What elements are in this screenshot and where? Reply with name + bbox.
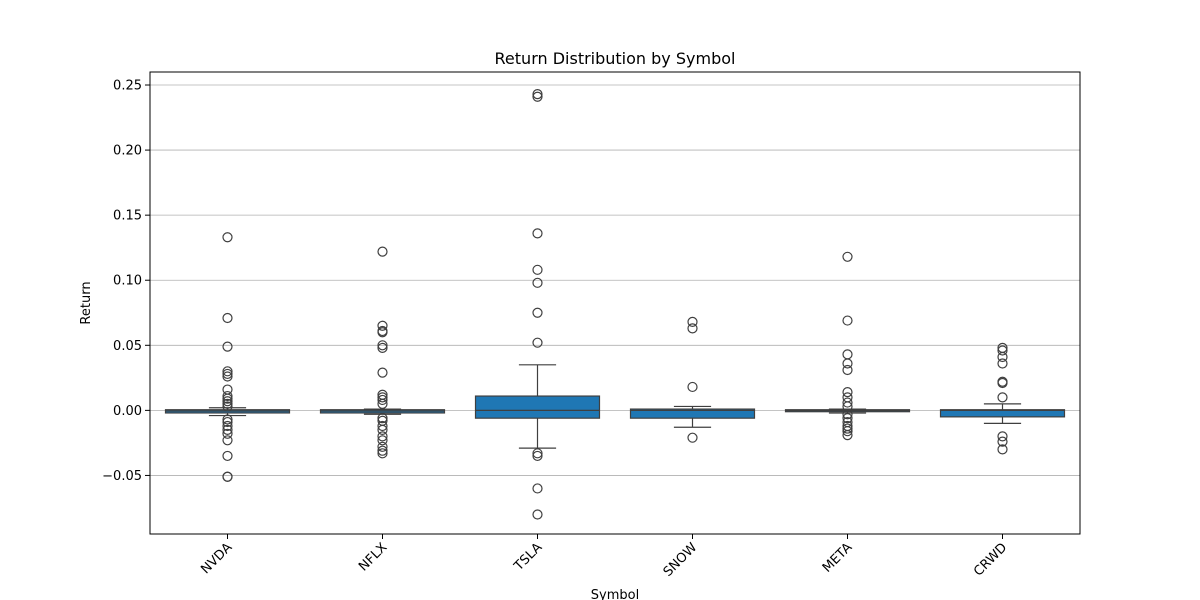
outlier-point: [377, 445, 388, 456]
outlier-point: [377, 392, 388, 403]
outlier-point: [377, 420, 388, 432]
outlier-point: [997, 392, 1008, 403]
y-tick-label: 0.10: [113, 274, 142, 289]
outlier-point: [222, 420, 233, 432]
grid-lines: [150, 84, 1080, 476]
outlier-point: [222, 416, 233, 428]
outlier-point: [222, 398, 233, 409]
outlier-point: [532, 337, 543, 348]
outlier-point: [222, 232, 233, 243]
x-axis-label: Symbol: [591, 588, 639, 600]
outlier-point: [377, 441, 388, 452]
box-group-nvda: [164, 232, 291, 482]
outlier-point: [532, 483, 543, 494]
plot-frame: [149, 71, 1081, 535]
iqr-box: [474, 395, 601, 419]
outlier-point: [222, 471, 233, 482]
outlier-point: [377, 340, 388, 351]
outlier-point: [997, 377, 1008, 389]
outlier-point: [532, 277, 543, 288]
outlier-point: [842, 251, 853, 262]
outlier-point: [842, 429, 853, 441]
iqr-box: [939, 409, 1066, 418]
outlier-point: [377, 367, 388, 378]
y-tick-label: −0.05: [102, 469, 142, 484]
y-tick-label: 0.05: [113, 339, 142, 354]
outlier-point: [222, 371, 233, 382]
outlier-point: [222, 450, 233, 462]
outlier-point: [222, 435, 233, 446]
outlier-point: [842, 413, 853, 424]
outlier-point: [377, 424, 388, 435]
outlier-point: [842, 426, 853, 437]
outlier-point: [222, 396, 233, 407]
y-axis-ticks: −0.05 0.00 0.05 0.10 0.15 0.20 0.25: [102, 79, 150, 484]
chart-title: Return Distribution by Symbol: [495, 49, 736, 68]
outlier-point: [842, 387, 853, 398]
outlier-point: [532, 89, 543, 100]
iqr-box: [629, 408, 756, 419]
outlier-point: [997, 358, 1008, 369]
y-axis-label: Return: [79, 281, 94, 324]
outlier-point: [222, 366, 233, 377]
outlier-point: [377, 431, 388, 442]
outlier-point: [377, 398, 388, 409]
y-tick-label: 0.15: [113, 209, 142, 224]
outlier-point: [377, 448, 388, 459]
y-tick-label: 0.00: [113, 404, 142, 419]
outlier-point: [222, 393, 233, 404]
outlier-point: [532, 509, 543, 520]
outlier-point: [997, 345, 1008, 356]
outlier-point: [842, 423, 853, 434]
box-group-tsla: [474, 89, 601, 520]
outlier-point: [377, 413, 388, 424]
outlier-point: [842, 315, 853, 326]
y-tick-label: 0.20: [113, 144, 142, 159]
outlier-point: [377, 320, 388, 331]
outlier-point: [377, 394, 388, 406]
outlier-point: [532, 307, 543, 318]
outlier-point: [687, 432, 698, 443]
outlier-point: [222, 428, 233, 439]
outlier-point: [532, 448, 543, 459]
outlier-point: [997, 431, 1008, 442]
boxes: [164, 89, 1066, 520]
outlier-point: [842, 401, 853, 412]
outlier-point: [687, 381, 698, 393]
outlier-point: [222, 414, 233, 425]
outlier-point: [377, 246, 388, 257]
box-group-snow: [629, 316, 756, 443]
box-group-meta: [784, 251, 911, 441]
outlier-point: [687, 316, 698, 327]
outlier-point: [222, 424, 233, 435]
outlier-point: [222, 390, 233, 402]
outlier-point: [222, 312, 233, 324]
outlier-point: [222, 341, 233, 352]
outlier-point: [222, 401, 233, 412]
outlier-point: [997, 444, 1008, 455]
outlier-point: [532, 264, 543, 275]
outlier-point: [997, 436, 1008, 447]
outlier-point: [687, 323, 698, 334]
outlier-point: [377, 327, 388, 338]
outlier-point: [222, 368, 233, 380]
outlier-point: [377, 342, 388, 353]
box-group-nflx: [319, 246, 446, 459]
outlier-point: [532, 228, 543, 239]
y-tick-label: 0.25: [113, 79, 142, 94]
outlier-point: [997, 351, 1008, 363]
outlier-point: [377, 435, 388, 446]
outlier-point: [842, 364, 853, 376]
outlier-point: [532, 91, 543, 102]
outlier-point: [532, 450, 543, 462]
box-group-crwd: [939, 342, 1066, 455]
outlier-point: [842, 358, 853, 369]
outlier-point: [842, 397, 853, 408]
outlier-point: [842, 409, 853, 420]
